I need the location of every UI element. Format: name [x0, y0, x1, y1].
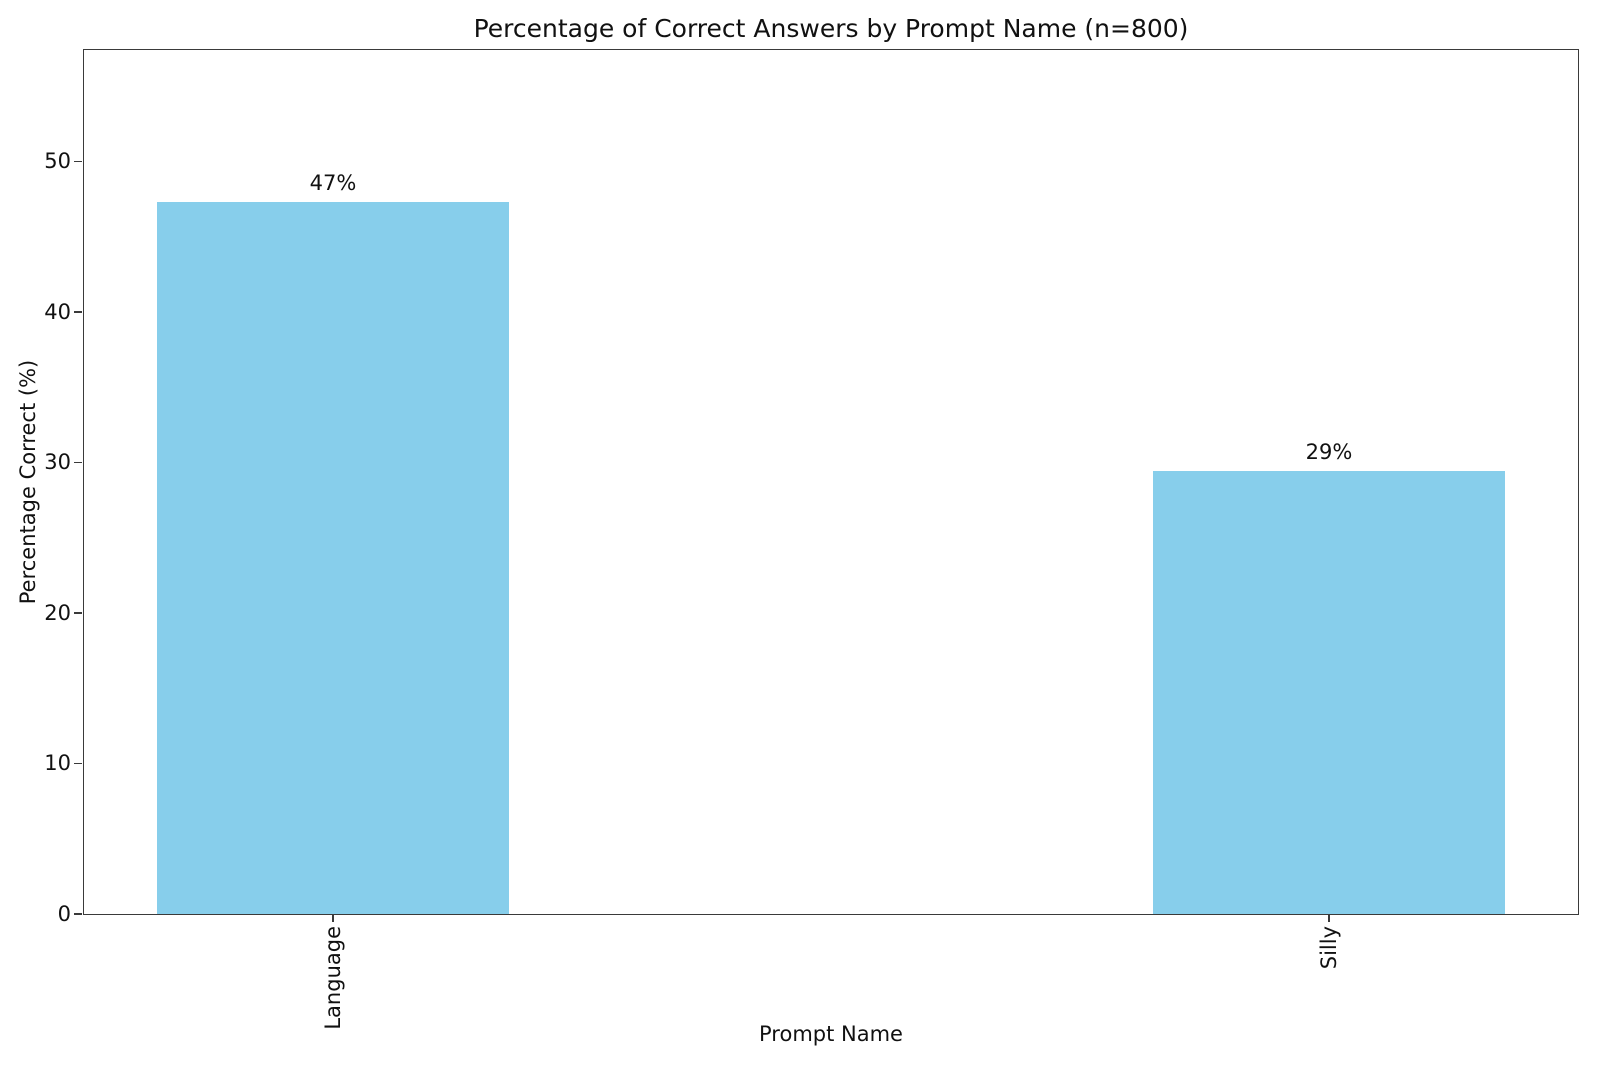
y-tick-mark — [74, 160, 82, 163]
y-tick-mark — [74, 612, 82, 614]
y-tick-mark — [74, 311, 82, 313]
y-tick-mark — [74, 461, 82, 464]
x-tick-mark — [332, 914, 334, 922]
y-tick-label: 0 — [57, 902, 71, 926]
y-axis-label: Percentage Correct (%) — [16, 359, 40, 605]
bar-value-label-silly: 29% — [1305, 440, 1353, 465]
y-tick-mark — [74, 762, 82, 765]
x-tick-label-language: Language — [321, 926, 345, 1030]
y-tick-label: 10 — [44, 751, 71, 776]
chart-title: Percentage of Correct Answers by Prompt … — [473, 14, 1189, 43]
y-tick-label: 20 — [44, 600, 71, 625]
x-tick-mark — [1328, 914, 1330, 922]
y-tick-label: 50 — [44, 149, 71, 174]
bar-silly — [1152, 471, 1506, 914]
x-tick-label-silly: Silly — [1317, 926, 1341, 970]
y-tick-label: 30 — [44, 450, 71, 475]
plot-area: 47% Language 29% Silly 0 10 20 30 40 50 — [44, 49, 1579, 1030]
x-axis-label: Prompt Name — [759, 1022, 903, 1046]
bar-language — [156, 202, 510, 914]
y-tick-mark — [74, 913, 82, 915]
y-tick-label: 40 — [44, 299, 71, 324]
bar-value-label-language: 47% — [309, 171, 357, 196]
